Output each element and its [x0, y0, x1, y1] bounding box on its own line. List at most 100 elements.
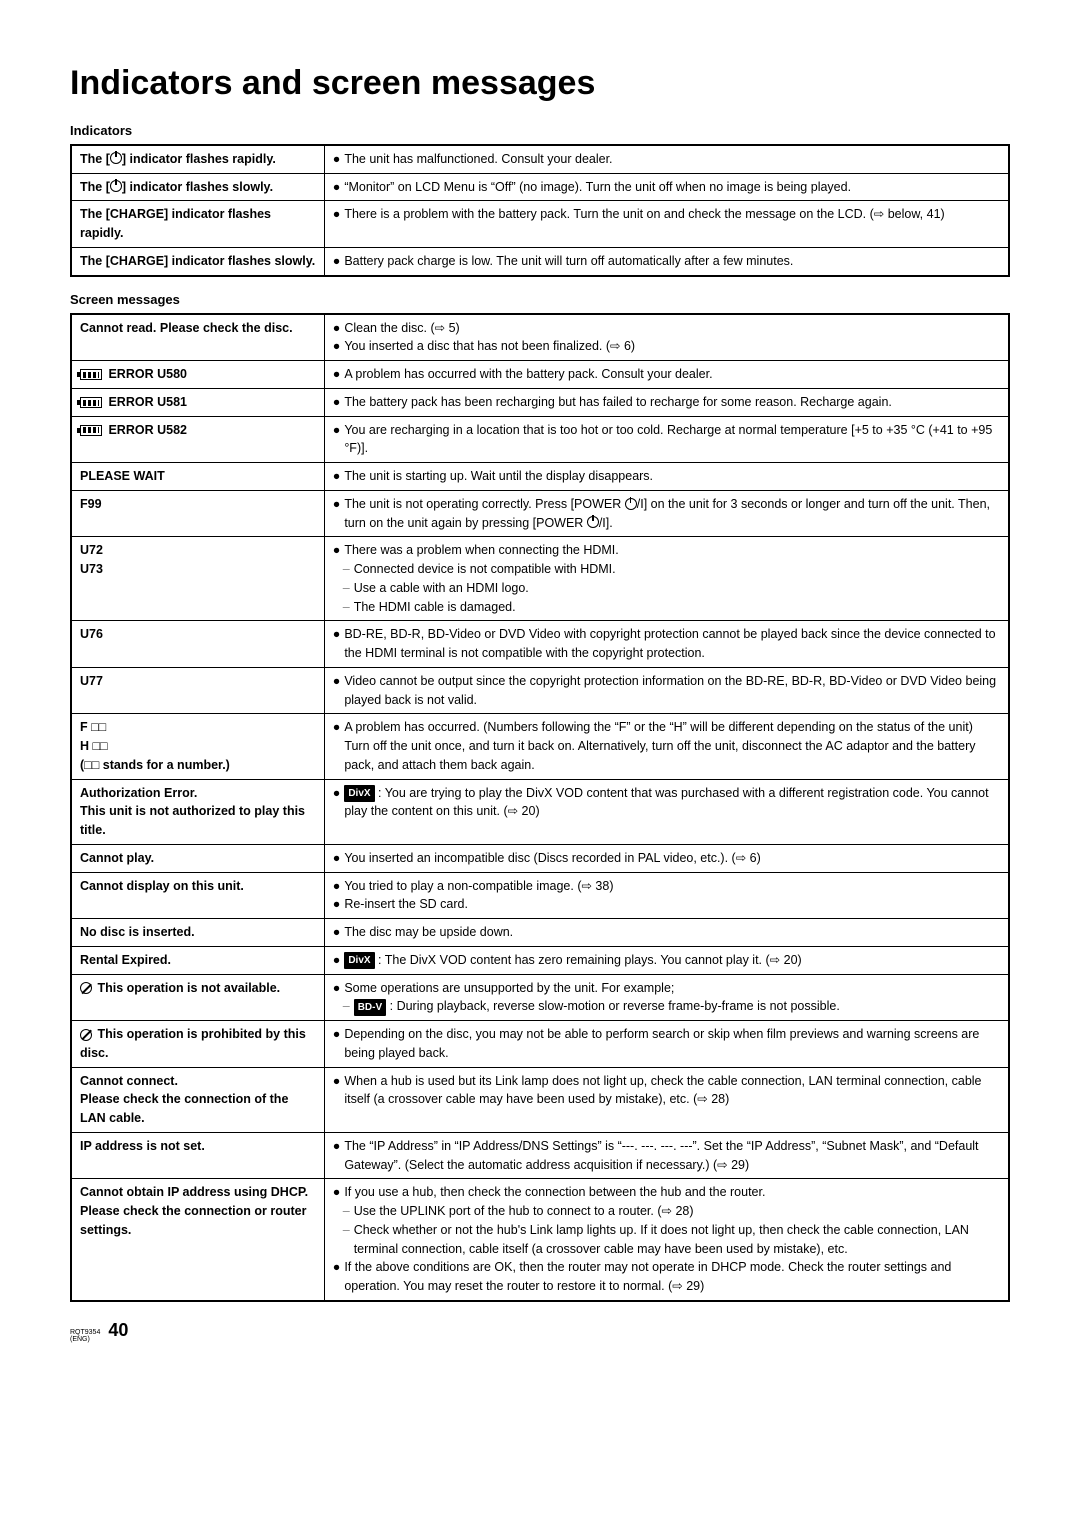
line-text: Use a cable with an HDMI logo. — [354, 579, 529, 598]
row-label: The [] indicator flashes slowly. — [71, 173, 324, 201]
bullet-line: ●You inserted an incompatible disc (Disc… — [333, 849, 1000, 868]
row-description: ●If you use a hub, then check the connec… — [324, 1179, 1009, 1301]
line-text: Some operations are unsupported by the u… — [344, 979, 674, 998]
bullet-dot: ● — [333, 1025, 341, 1044]
bullet-dot: ● — [333, 421, 341, 440]
prohibit-icon — [80, 982, 92, 994]
bullet-line: ●When a hub is used but its Link lamp do… — [333, 1072, 1000, 1110]
row-label: U77 — [71, 667, 324, 714]
table-row: The [] indicator flashes rapidly.●The un… — [71, 145, 1009, 173]
power-icon — [625, 498, 637, 510]
line-text: You inserted an incompatible disc (Discs… — [344, 849, 760, 868]
table-row: Cannot display on this unit.●You tried t… — [71, 872, 1009, 919]
line-text: If you use a hub, then check the connect… — [344, 1183, 765, 1202]
line-text: When a hub is used but its Link lamp doe… — [344, 1072, 1000, 1110]
row-label: PLEASE WAIT — [71, 463, 324, 491]
prohibit-icon — [80, 1029, 92, 1041]
dash-mark: – — [343, 579, 350, 598]
dash-mark: – — [343, 598, 350, 617]
bullet-dot: ● — [333, 849, 341, 868]
bullet-line: ●The “IP Address” in “IP Address/DNS Set… — [333, 1137, 1000, 1175]
row-description: ●There is a problem with the battery pac… — [324, 201, 1009, 248]
indicators-label: Indicators — [70, 122, 1010, 140]
table-row: Cannot play. ●You inserted an incompatibl… — [71, 844, 1009, 872]
line-text: A problem has occurred. (Numbers followi… — [344, 718, 1000, 774]
table-row: Cannot obtain IP address using DHCP.Plea… — [71, 1179, 1009, 1301]
row-label: This operation is prohibited by this dis… — [71, 1021, 324, 1068]
line-text: A problem has occurred with the battery … — [344, 365, 712, 384]
messages-table: Cannot read. Please check the disc.●Clea… — [70, 313, 1010, 1302]
dash-line: –Connected device is not compatible with… — [333, 560, 1000, 579]
row-description: ●BD-RE, BD-R, BD-Video or DVD Video with… — [324, 621, 1009, 668]
line-text: The battery pack has been recharging but… — [344, 393, 892, 412]
table-row: ERROR U580●A problem has occurred with t… — [71, 361, 1009, 389]
bullet-dot: ● — [333, 718, 341, 737]
row-label: The [CHARGE] indicator flashes slowly. — [71, 247, 324, 275]
row-label: Cannot connect.Please check the connecti… — [71, 1067, 324, 1132]
row-label: F99 — [71, 490, 324, 537]
bullet-dot: ● — [333, 252, 341, 271]
row-label: U72U73 — [71, 537, 324, 621]
line-text: BD-V : During playback, reverse slow-mot… — [354, 997, 840, 1016]
row-description: ●The “IP Address” in “IP Address/DNS Set… — [324, 1132, 1009, 1179]
table-row: U72U73●There was a problem when connecti… — [71, 537, 1009, 621]
bullet-line: ●Clean the disc. (⇨ 5) — [333, 319, 1000, 338]
table-row: Authorization Error.This unit is not aut… — [71, 779, 1009, 844]
table-row: The [CHARGE] indicator flashes rapidly.●… — [71, 201, 1009, 248]
bullet-line: ●A problem has occurred. (Numbers follow… — [333, 718, 1000, 774]
table-row: No disc is inserted.●The disc may be ups… — [71, 919, 1009, 947]
line-text: BD-RE, BD-R, BD-Video or DVD Video with … — [344, 625, 1000, 663]
bullet-dot: ● — [333, 205, 341, 224]
power-icon — [110, 152, 122, 164]
row-description: ●Depending on the disc, you may not be a… — [324, 1021, 1009, 1068]
line-text: Battery pack charge is low. The unit wil… — [344, 252, 793, 271]
bullet-line: ●You inserted a disc that has not been f… — [333, 337, 1000, 356]
battery-icon — [80, 369, 102, 380]
line-text: Depending on the disc, you may not be ab… — [344, 1025, 1000, 1063]
row-label: U76 — [71, 621, 324, 668]
power-icon — [110, 180, 122, 192]
row-label: Cannot play. — [71, 844, 324, 872]
row-label: Cannot display on this unit. — [71, 872, 324, 919]
table-row: U77 ●Video cannot be output since the cop… — [71, 667, 1009, 714]
row-label: Rental Expired. — [71, 946, 324, 974]
table-row: F □□H □□(□□ stands for a number.)●A prob… — [71, 714, 1009, 779]
line-text: You tried to play a non-compatible image… — [344, 877, 613, 896]
table-row: This operation is prohibited by this dis… — [71, 1021, 1009, 1068]
bullet-line: ●The unit has malfunctioned. Consult you… — [333, 150, 1000, 169]
bullet-line: ●The battery pack has been recharging bu… — [333, 393, 1000, 412]
line-text: The unit has malfunctioned. Consult your… — [344, 150, 612, 169]
line-text: There is a problem with the battery pack… — [344, 205, 944, 224]
footer-lang: (ENG) — [70, 1336, 100, 1343]
row-label: Authorization Error.This unit is not aut… — [71, 779, 324, 844]
row-label: Cannot obtain IP address using DHCP.Plea… — [71, 1179, 324, 1301]
line-text: Check whether or not the hub's Link lamp… — [354, 1221, 1000, 1259]
footer-code: RQT9354 — [70, 1329, 100, 1336]
dash-line: –Use the UPLINK port of the hub to conne… — [333, 1202, 1000, 1221]
line-text: Video cannot be output since the copyrig… — [344, 672, 1000, 710]
table-row: Cannot read. Please check the disc.●Clea… — [71, 314, 1009, 361]
table-row: This operation is not available.●Some op… — [71, 974, 1009, 1021]
table-row: ERROR U582●You are recharging in a locat… — [71, 416, 1009, 463]
row-description: ●DivX : The DivX VOD content has zero re… — [324, 946, 1009, 974]
line-text: Clean the disc. (⇨ 5) — [344, 319, 459, 338]
row-description: ●“Monitor” on LCD Menu is “Off” (no imag… — [324, 173, 1009, 201]
dash-mark: – — [343, 1221, 350, 1240]
row-description: ●DivX : You are trying to play the DivX … — [324, 779, 1009, 844]
bullet-line: ●Depending on the disc, you may not be a… — [333, 1025, 1000, 1063]
row-label: This operation is not available. — [71, 974, 324, 1021]
row-description: ●Clean the disc. (⇨ 5)●You inserted a di… — [324, 314, 1009, 361]
dash-line: –BD-V : During playback, reverse slow-mo… — [333, 997, 1000, 1016]
table-row: Cannot connect.Please check the connecti… — [71, 1067, 1009, 1132]
bullet-dot: ● — [333, 895, 341, 914]
row-description: ●You tried to play a non-compatible imag… — [324, 872, 1009, 919]
bullet-dot: ● — [333, 672, 341, 691]
bdv-tag: BD-V — [354, 999, 386, 1016]
row-description: ●The battery pack has been recharging bu… — [324, 388, 1009, 416]
dash-line: –Use a cable with an HDMI logo. — [333, 579, 1000, 598]
row-description: ●When a hub is used but its Link lamp do… — [324, 1067, 1009, 1132]
row-description: ●The unit has malfunctioned. Consult you… — [324, 145, 1009, 173]
bullet-line: ●“Monitor” on LCD Menu is “Off” (no imag… — [333, 178, 1000, 197]
line-text: The unit is starting up. Wait until the … — [344, 467, 653, 486]
dash-line: –Check whether or not the hub's Link lam… — [333, 1221, 1000, 1259]
